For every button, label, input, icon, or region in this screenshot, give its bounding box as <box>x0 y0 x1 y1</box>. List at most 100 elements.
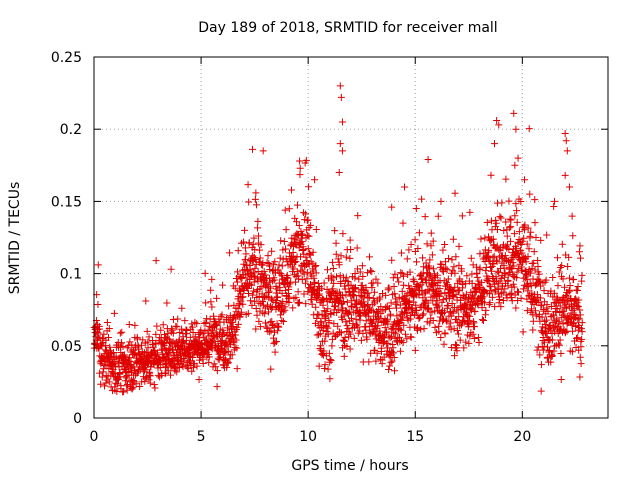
data-point <box>437 290 445 298</box>
data-point <box>254 217 262 225</box>
x-tick-label: 15 <box>406 429 424 445</box>
data-point <box>342 274 350 282</box>
data-point <box>109 348 117 356</box>
data-point <box>185 357 193 365</box>
data-point <box>407 241 415 249</box>
data-point <box>397 326 405 334</box>
data-point <box>530 259 538 267</box>
data-point <box>425 304 433 312</box>
data-point <box>331 302 339 310</box>
data-point <box>562 304 570 312</box>
data-point <box>471 308 479 316</box>
data-point <box>395 293 403 301</box>
data-point <box>524 224 532 232</box>
data-point <box>458 212 466 220</box>
data-point <box>368 284 376 292</box>
data-point <box>517 198 525 206</box>
data-point <box>284 274 292 282</box>
data-point <box>233 365 241 373</box>
data-point <box>141 377 149 385</box>
data-point <box>452 341 460 349</box>
data-point <box>106 343 114 351</box>
data-point <box>281 206 289 214</box>
data-point <box>268 303 276 311</box>
data-point <box>250 287 258 295</box>
data-point <box>94 261 102 269</box>
data-point <box>298 276 306 284</box>
data-point <box>433 297 441 305</box>
data-point <box>437 333 445 341</box>
data-point <box>264 252 272 260</box>
data-point <box>96 369 104 377</box>
data-point <box>495 295 503 303</box>
data-point <box>505 197 513 205</box>
data-point <box>509 259 517 267</box>
data-point <box>507 223 515 231</box>
data-point <box>401 330 409 338</box>
data-point <box>212 363 220 371</box>
data-point <box>555 268 563 276</box>
data-point <box>441 258 449 266</box>
data-point <box>248 301 256 309</box>
data-point <box>319 326 327 334</box>
data-point <box>222 341 230 349</box>
data-point <box>337 252 345 260</box>
data-point <box>415 291 423 299</box>
y-tick-label: 0.15 <box>51 194 82 210</box>
data-point <box>190 364 198 372</box>
data-point <box>116 329 124 337</box>
data-point <box>532 298 540 306</box>
data-point <box>558 308 566 316</box>
data-point <box>527 228 535 236</box>
data-point <box>544 307 552 315</box>
data-point <box>303 275 311 283</box>
data-point <box>403 335 411 343</box>
data-point <box>532 234 540 242</box>
data-point <box>357 336 365 344</box>
data-point <box>208 303 216 311</box>
data-point <box>460 344 468 352</box>
data-point <box>342 318 350 326</box>
data-point <box>326 375 334 383</box>
data-point <box>388 256 396 264</box>
data-point <box>539 346 547 354</box>
data-point <box>517 240 525 248</box>
data-point <box>434 212 442 220</box>
data-point <box>427 242 435 250</box>
data-point <box>363 335 371 343</box>
data-point <box>268 295 276 303</box>
data-point <box>512 304 520 312</box>
data-point <box>264 301 272 309</box>
data-point <box>487 171 495 179</box>
data-point <box>289 304 297 312</box>
data-point <box>486 290 494 298</box>
data-points <box>90 82 586 396</box>
data-point <box>444 275 452 283</box>
data-point <box>257 241 265 249</box>
data-point <box>367 349 375 357</box>
data-point <box>105 378 113 386</box>
data-point <box>543 301 551 309</box>
data-point <box>344 277 352 285</box>
data-point <box>527 282 535 290</box>
data-point <box>534 256 542 264</box>
data-point <box>531 196 539 204</box>
data-point <box>363 302 371 310</box>
data-point <box>369 301 377 309</box>
data-point <box>354 323 362 331</box>
data-point <box>468 304 476 312</box>
data-point <box>208 338 216 346</box>
data-point <box>538 327 546 335</box>
data-point <box>506 224 514 232</box>
data-point <box>328 299 336 307</box>
data-point <box>565 183 573 191</box>
data-point <box>199 360 207 368</box>
data-point <box>253 311 261 319</box>
data-point <box>102 379 110 387</box>
data-point <box>312 261 320 269</box>
data-point <box>411 236 419 244</box>
data-point <box>386 362 394 370</box>
data-point <box>304 245 312 253</box>
data-point <box>454 330 462 338</box>
data-point <box>490 140 498 148</box>
